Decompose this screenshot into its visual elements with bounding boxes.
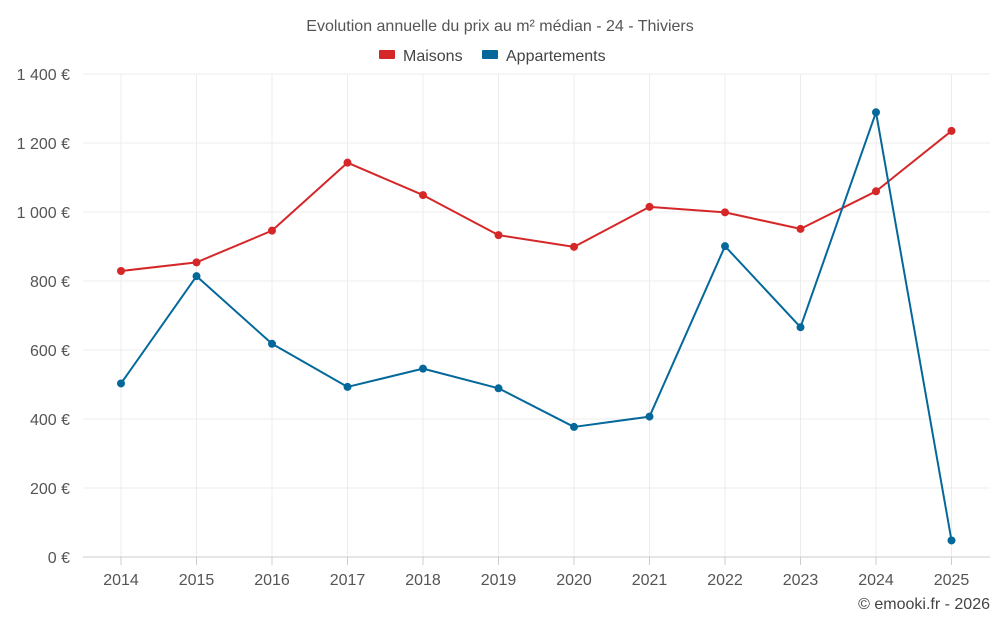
series xyxy=(117,108,956,545)
data-point-maisons[interactable] xyxy=(872,187,880,196)
legend-item-maisons[interactable]: Maisons xyxy=(379,48,463,65)
data-point-maisons[interactable] xyxy=(343,158,352,167)
x-tick-label: 2017 xyxy=(330,572,366,589)
y-tick-label: 800 € xyxy=(30,274,70,291)
x-tick-label: 2019 xyxy=(481,572,517,589)
data-point-appartements[interactable] xyxy=(494,384,503,393)
legend-label-maisons: Maisons xyxy=(403,48,463,65)
data-point-appartements[interactable] xyxy=(268,339,276,348)
y-tick-label: 200 € xyxy=(30,481,70,498)
data-point-appartements[interactable] xyxy=(721,242,729,251)
data-point-maisons[interactable] xyxy=(268,226,276,235)
data-point-maisons[interactable] xyxy=(117,266,125,275)
x-tick-label: 2021 xyxy=(632,572,668,589)
legend-swatch-maisons xyxy=(379,50,395,59)
x-tick-label: 2024 xyxy=(858,572,894,589)
x-tick-label: 2015 xyxy=(179,572,215,589)
y-tick-label: 1 000 € xyxy=(17,205,70,222)
series-maisons xyxy=(117,126,956,275)
chart-title: Evolution annuelle du prix au m² médian … xyxy=(306,18,693,35)
legend-label-appartements: Appartements xyxy=(506,48,606,65)
data-point-appartements[interactable] xyxy=(796,323,805,332)
series-appartements xyxy=(117,108,956,545)
legend-swatch-appartements xyxy=(482,50,498,59)
axes: 0 € 200 € 400 € 600 € 800 € 1 000 € 1 200 € 1 4… xyxy=(17,67,990,589)
y-tick-label: 1 400 € xyxy=(17,67,70,84)
series-line-appartements xyxy=(120,111,953,541)
x-tick-label: 2014 xyxy=(103,572,139,589)
y-tick-label: 400 € xyxy=(30,412,70,429)
data-point-appartements[interactable] xyxy=(117,379,125,388)
data-point-maisons[interactable] xyxy=(494,231,503,240)
data-point-appartements[interactable] xyxy=(645,412,654,421)
data-point-maisons[interactable] xyxy=(192,258,201,267)
x-tick-label: 2025 xyxy=(934,572,970,589)
data-point-maisons[interactable] xyxy=(721,208,729,217)
credit-text: © emooki.fr - 2026 xyxy=(858,596,990,613)
data-point-appartements[interactable] xyxy=(872,108,880,117)
y-tick-label: 1 200 € xyxy=(17,136,70,153)
x-tick-label: 2018 xyxy=(405,572,441,589)
x-tick-label: 2022 xyxy=(707,572,743,589)
grid xyxy=(83,73,990,557)
data-point-appartements[interactable] xyxy=(343,382,352,391)
x-tick-label: 2023 xyxy=(783,572,819,589)
legend: Maisons Appartements xyxy=(379,48,606,65)
data-point-maisons[interactable] xyxy=(947,126,956,135)
data-point-maisons[interactable] xyxy=(645,202,654,211)
data-point-maisons[interactable] xyxy=(419,191,427,200)
data-point-maisons[interactable] xyxy=(570,242,578,251)
data-point-maisons[interactable] xyxy=(796,224,805,233)
data-point-appartements[interactable] xyxy=(947,536,956,545)
data-point-appartements[interactable] xyxy=(192,272,201,281)
y-tick-label: 600 € xyxy=(30,343,70,360)
data-point-appartements[interactable] xyxy=(570,422,578,431)
x-tick-label: 2016 xyxy=(254,572,290,589)
data-point-appartements[interactable] xyxy=(419,364,427,373)
y-tick-label: 0 € xyxy=(48,550,70,567)
series-line-maisons xyxy=(120,130,953,272)
x-tick-label: 2020 xyxy=(556,572,592,589)
legend-item-appartements[interactable]: Appartements xyxy=(482,48,606,65)
